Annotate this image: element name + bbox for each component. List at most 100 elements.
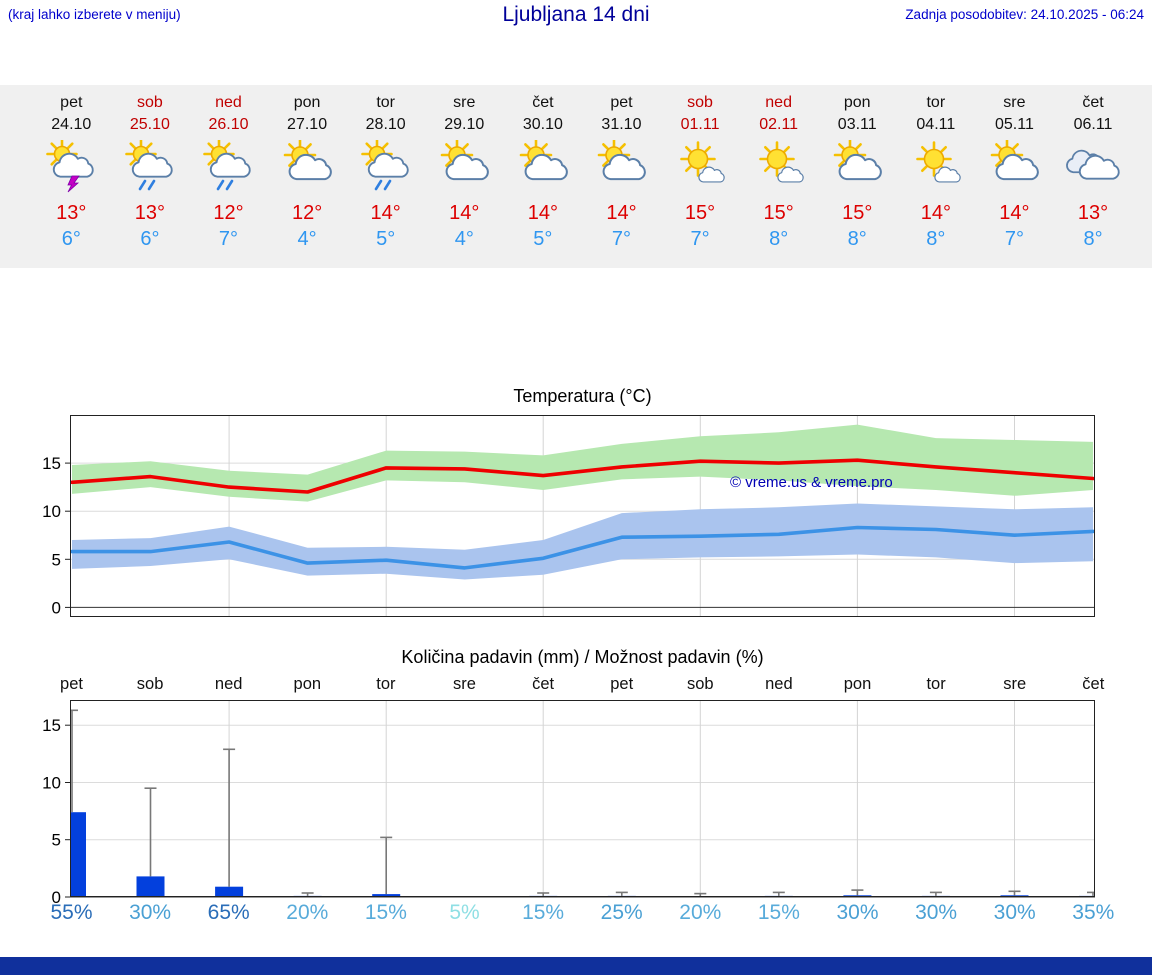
watermark-link[interactable]: © vreme.us & vreme.pro (730, 474, 893, 491)
precip-day-label: pet (610, 675, 634, 693)
y-tick-label: 10 (42, 502, 61, 521)
precip-probability: 5% (449, 901, 480, 924)
day-name: ned (215, 94, 242, 111)
day-icon-wrap (661, 138, 740, 196)
day-date: 02.11 (759, 116, 799, 133)
day-date: 01.11 (680, 116, 720, 133)
day-low-temp: 5° (533, 228, 553, 250)
min-temperature-range-band (72, 503, 1093, 580)
day-date: 31.10 (601, 116, 642, 133)
precip-day-label: sob (136, 675, 164, 693)
day-low-temp: 8° (926, 228, 946, 250)
y-tick-label: 0 (52, 888, 61, 907)
min-temperature-line (70, 525, 1095, 570)
day-high-temp: 14° (920, 202, 951, 224)
sun-cloud-icon (991, 140, 1040, 181)
day-name: sob (687, 94, 713, 111)
forecast-day: čet 06.11 13° 8° (1054, 92, 1133, 268)
y-tick-label: 5 (52, 550, 61, 569)
day-high-temp: 14° (449, 202, 480, 224)
day-date: 24.10 (51, 116, 92, 133)
precip-day-label: sre (1003, 675, 1027, 693)
precip-bar (71, 812, 86, 897)
day-icon-wrap (739, 138, 818, 196)
day-date: 05.11 (994, 116, 1034, 133)
day-icon-wrap (975, 138, 1054, 196)
day-date: 26.10 (208, 116, 249, 133)
forecast-day: čet 30.10 14° 5° (504, 92, 583, 268)
precip-probability: 30% (836, 901, 879, 924)
day-icon-wrap (504, 138, 583, 196)
precip-probability: 65% (207, 901, 250, 924)
y-tick-label: 0 (52, 598, 61, 617)
day-icon-wrap (189, 138, 268, 196)
forecast-strip: pet 24.10 13° 6° sob 25.10 13° 6° ned 26.10 12° 7° p… (0, 85, 1152, 268)
temperature-chart-title: Temperatura (°C) (513, 386, 652, 406)
sun-cloud-icon (833, 140, 883, 181)
precip-day-label: sre (453, 675, 476, 693)
sunny-small-cloud-icon (680, 141, 725, 183)
day-date: 29.10 (444, 116, 485, 133)
day-low-temp: 6° (61, 228, 81, 250)
precip-day-label: sob (686, 675, 714, 693)
day-icon-wrap (425, 138, 504, 196)
precip-probability: 55% (50, 901, 93, 924)
precip-day-label: čet (1082, 675, 1105, 693)
day-name: tor (376, 94, 395, 111)
precip-probability: 20% (679, 901, 722, 924)
forecast-day: pon 03.11 15° 8° (818, 92, 897, 268)
day-name: čet (532, 94, 554, 111)
day-icon-wrap (32, 138, 111, 196)
day-name: pet (610, 94, 633, 111)
forecast-day: ned 02.11 15° 8° (739, 92, 818, 268)
y-tick-label: 5 (52, 831, 61, 850)
precip-bar (136, 876, 165, 897)
day-date: 30.10 (522, 116, 563, 133)
day-high-temp: 12° (291, 202, 323, 224)
day-low-temp: 7° (690, 228, 710, 250)
precip-day-label: pet (60, 675, 83, 693)
day-icon-wrap (111, 138, 190, 196)
forecast-day: sre 05.11 14° 7° (975, 92, 1054, 268)
precip-day-label: pon (843, 675, 872, 693)
precip-probability: 30% (129, 901, 172, 924)
precip-day-label: pon (293, 675, 322, 693)
day-date: 27.10 (287, 116, 328, 133)
precip-probability: 15% (757, 901, 800, 924)
forecast-day: pon 27.10 12° 4° (268, 92, 347, 268)
day-high-temp: 15° (842, 202, 873, 224)
day-low-temp: 6° (140, 228, 160, 250)
forecast-day: ned 26.10 12° 7° (189, 92, 268, 268)
footer-bar (0, 957, 1152, 975)
sun-cloud-icon (598, 140, 647, 181)
sun-cloud-icon (283, 140, 332, 181)
day-name: tor (926, 94, 946, 111)
precip-day-label-row: pet sob ned pon tor sre čet pet sob ned pon tor sre č… (0, 675, 1152, 701)
sun-cloud-thunder-icon (46, 140, 94, 193)
day-high-temp: 15° (763, 202, 794, 224)
day-low-temp: 4° (454, 228, 474, 250)
precip-day-label: ned (214, 675, 243, 693)
forecast-day: pet 24.10 13° 6° (32, 92, 111, 268)
day-name: pon (293, 94, 321, 111)
day-name: pon (843, 94, 871, 111)
day-high-temp: 15° (684, 202, 716, 224)
day-date: 25.10 (129, 116, 170, 133)
sunny-small-cloud-icon (916, 141, 961, 183)
precip-probability: 15% (522, 901, 565, 924)
forecast-day: tor 04.11 14° 8° (897, 92, 976, 268)
day-date: 03.11 (837, 116, 877, 133)
day-high-temp: 14° (527, 202, 558, 224)
day-icon-wrap (818, 138, 897, 196)
day-name: pet (60, 94, 83, 111)
day-high-temp: 13° (134, 202, 166, 224)
day-icon-wrap (582, 138, 661, 196)
day-name: sob (136, 94, 163, 111)
day-low-temp: 7° (611, 228, 632, 250)
day-name: ned (765, 94, 792, 111)
y-tick-label: 15 (42, 716, 61, 735)
day-name: čet (1082, 94, 1104, 111)
day-name: sre (453, 94, 476, 111)
sunny-small-cloud-icon (758, 141, 804, 183)
day-low-temp: 8° (1083, 228, 1103, 250)
